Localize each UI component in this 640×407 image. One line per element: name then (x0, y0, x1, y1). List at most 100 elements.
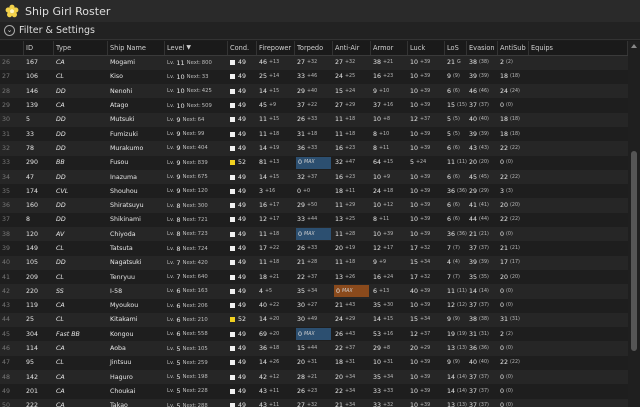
table-row[interactable]: 49 201 CA Choukai Lv. 5 Next: 228 49 43 +11 26 +23 22… (0, 384, 628, 399)
stat-bonus: +18 (345, 131, 356, 137)
anti-air-cell: 11 +18 (333, 127, 371, 141)
anti-air-cell: 27 +32 (333, 56, 371, 70)
stat-bonus: +31 (383, 360, 394, 366)
stat-bonus: +16 (383, 103, 394, 109)
stat-base: (17) (510, 260, 520, 266)
table-row[interactable]: 33 290 BB Fusou Lv. 9 Next: 839 52 81 +13 0 MAX 32 +47… (0, 155, 628, 170)
table-row[interactable]: 43 119 CA Myoukou Lv. 6 Next: 206 49 40 +22 30 +27 21… (0, 298, 628, 313)
ship-name: Myoukou (110, 302, 139, 310)
table-row[interactable]: 36 160 DD Shiratsuyu Lv. 8 Next: 300 49 16 +17 29 +5… (0, 198, 628, 213)
next-label: Next: (182, 388, 197, 395)
stat-bonus: +18 (307, 131, 318, 137)
stat-value: 11 (335, 259, 344, 267)
stat-value: 27 (297, 402, 306, 407)
ship-condition: 49 (228, 399, 257, 407)
level-value: 10 (176, 101, 185, 110)
table-row[interactable]: 31 33 DD Fumizuki Lv. 9 Next: 99 49 11 +18 31 +18 11 +… (0, 126, 628, 142)
table-row[interactable]: 28 146 DD Nenohi Lv. 10 Next: 425 49 14 +15 29 +40 15… (0, 84, 628, 99)
header-id[interactable]: ID (24, 41, 54, 55)
stat-base: (36) (457, 188, 467, 194)
stat-value: 18 (335, 187, 344, 195)
vertical-scrollbar[interactable] (628, 41, 640, 407)
ship-condition: 49 (228, 84, 257, 98)
ship-level: Lv. 6 Next: 210 (165, 313, 228, 327)
table-row[interactable]: 40 105 DD Nagatsuki Lv. 7 Next: 420 49 11 +18 21 +28… (0, 255, 628, 270)
table-row[interactable]: 41 209 CL Tenryuu Lv. 7 Next: 640 49 18 +21 22 +37 13… (0, 269, 628, 285)
los-cell: 5 (5) (445, 127, 467, 141)
header-ship-name[interactable]: Ship Name (108, 41, 165, 55)
row-number: 43 (2, 302, 11, 310)
table-row[interactable]: 44 25 CL Kitakami Lv. 6 Next: 210 52 14 +20 30 +49 24… (0, 312, 628, 328)
table-row[interactable]: 50 222 CA Takao Lv. 5 Next: 288 49 43 +11 27 +32 21 +3… (0, 398, 628, 407)
ship-level: Lv. 6 Next: 206 (165, 299, 228, 313)
table-row[interactable]: 42 220 SS I-58 Lv. 6 Next: 163 49 4 +5 35 +34 0 MAX 6 +1… (0, 284, 628, 299)
los-cell: 7 (7) (445, 270, 467, 284)
next-exp: 839 (197, 159, 208, 166)
header-cond[interactable]: Cond. (228, 41, 257, 55)
header-type[interactable]: Type (54, 41, 108, 55)
condition-indicator-icon (230, 246, 235, 251)
header-torpedo[interactable]: Torpedo (295, 41, 333, 55)
stat-bonus: +49 (307, 317, 318, 323)
table-row[interactable]: 48 142 CA Haguro Lv. 5 Next: 198 49 42 +12 28 +21 20 +… (0, 370, 628, 385)
ship-id: 78 (26, 144, 35, 152)
condition-indicator-icon (230, 131, 235, 137)
table-row[interactable]: 39 149 CL Tatsuta Lv. 8 Next: 724 49 17 +22 26 +33 20… (0, 241, 628, 256)
antisub-cell: 0 (0) (498, 341, 529, 355)
next-exp: 640 (197, 274, 208, 281)
ship-condition: 49 (228, 256, 257, 270)
header-equips[interactable]: Equips (529, 41, 628, 55)
ship-id: 142 (26, 373, 39, 381)
stat-value: 9 (447, 359, 452, 367)
table-row[interactable]: 45 304 Fast BB Kongou Lv. 6 Next: 558 49 69 +20 0 MA… (0, 327, 628, 342)
equips-cell (529, 327, 628, 341)
stat-value: 10 (410, 102, 419, 110)
chevron-down-icon[interactable]: ⌄ (4, 25, 15, 36)
ship-level: Lv. 9 Next: 675 (165, 170, 228, 184)
ship-type: CA (56, 345, 65, 353)
table-row[interactable]: 27 106 CL Kiso Lv. 10 Next: 33 49 25 +14 33 +46 24 +25… (0, 69, 628, 85)
table-row[interactable]: 30 5 DD Mutsuki Lv. 9 Next: 64 49 11 +15 26 +33 11 +18… (0, 112, 628, 127)
table-row[interactable]: 32 78 DD Murakumo Lv. 9 Next: 404 49 14 +19 36 +33 16… (0, 141, 628, 156)
stat-value: 0 (500, 387, 505, 395)
stat-base: (6) (453, 174, 460, 180)
table-row[interactable]: 46 114 CA Aoba Lv. 5 Next: 105 49 36 +18 15 +44 22 +37… (0, 341, 628, 356)
ship-condition: 49 (228, 184, 257, 198)
header-antisub[interactable]: AntiSub (498, 41, 529, 55)
stat-base: (0) (506, 288, 513, 294)
table-row[interactable]: 26 167 CA Mogami Lv. 11 Next: 800 49 46 +13 27 +32 27… (0, 55, 628, 70)
header-level[interactable]: Level ▼ (165, 41, 228, 55)
stat-value: 10 (410, 173, 419, 181)
stat-value: 43 (259, 387, 268, 395)
condition-indicator-icon (230, 160, 235, 166)
scrollbar-thumb[interactable] (631, 151, 637, 351)
table-row[interactable]: 29 139 CA Atago Lv. 10 Next: 509 49 45 +9 37 +22 27 +2… (0, 98, 628, 113)
level-prefix: Lv. (167, 331, 175, 338)
header-los[interactable]: LoS (445, 41, 467, 55)
table-row[interactable]: 47 95 CL Jintsuu Lv. 5 Next: 259 49 14 +26 20 +31 18 +… (0, 355, 628, 371)
header-luck[interactable]: Luck (408, 41, 445, 55)
header-firepower[interactable]: Firepower (257, 41, 295, 55)
los-cell: 19 (19) (445, 327, 467, 341)
ship-type: CA (56, 373, 65, 381)
scroll-up-arrow-icon[interactable] (631, 44, 637, 48)
stat-base: (20) (479, 160, 489, 166)
header-evasion[interactable]: Evasion (467, 41, 498, 55)
ship-id: 201 (26, 387, 39, 395)
header-armor[interactable]: Armor (371, 41, 408, 55)
stat-value: 0 (500, 287, 505, 295)
firepower-cell: 14 +20 (257, 313, 295, 327)
stat-value: 53 (373, 330, 382, 338)
level-prefix: Lv. (167, 216, 175, 223)
table-row[interactable]: 38 120 AV Chiyoda Lv. 8 Next: 723 49 11 +18 0 MAX 11 +… (0, 227, 628, 242)
table-row[interactable]: 34 47 DD Inazuma Lv. 9 Next: 675 49 14 +15 32 +37 16 +… (0, 169, 628, 185)
equips-cell (529, 141, 628, 155)
stat-bonus: +40 (307, 88, 318, 94)
filter-settings-toggle[interactable]: ⌄ Filter & Settings (0, 22, 640, 40)
condition-value: 49 (238, 373, 247, 381)
header-anti-air[interactable]: Anti-Air (333, 41, 371, 55)
table-row[interactable]: 37 8 DD Shikinami Lv. 8 Next: 721 49 12 +17 33 +44 13… (0, 212, 628, 228)
table-row[interactable]: 35 174 CVL Shouhou Lv. 9 Next: 120 49 3 +16 0 +0 18 +1… (0, 184, 628, 199)
ship-type: CA (56, 59, 65, 67)
antisub-cell: 2 (2) (498, 56, 529, 70)
